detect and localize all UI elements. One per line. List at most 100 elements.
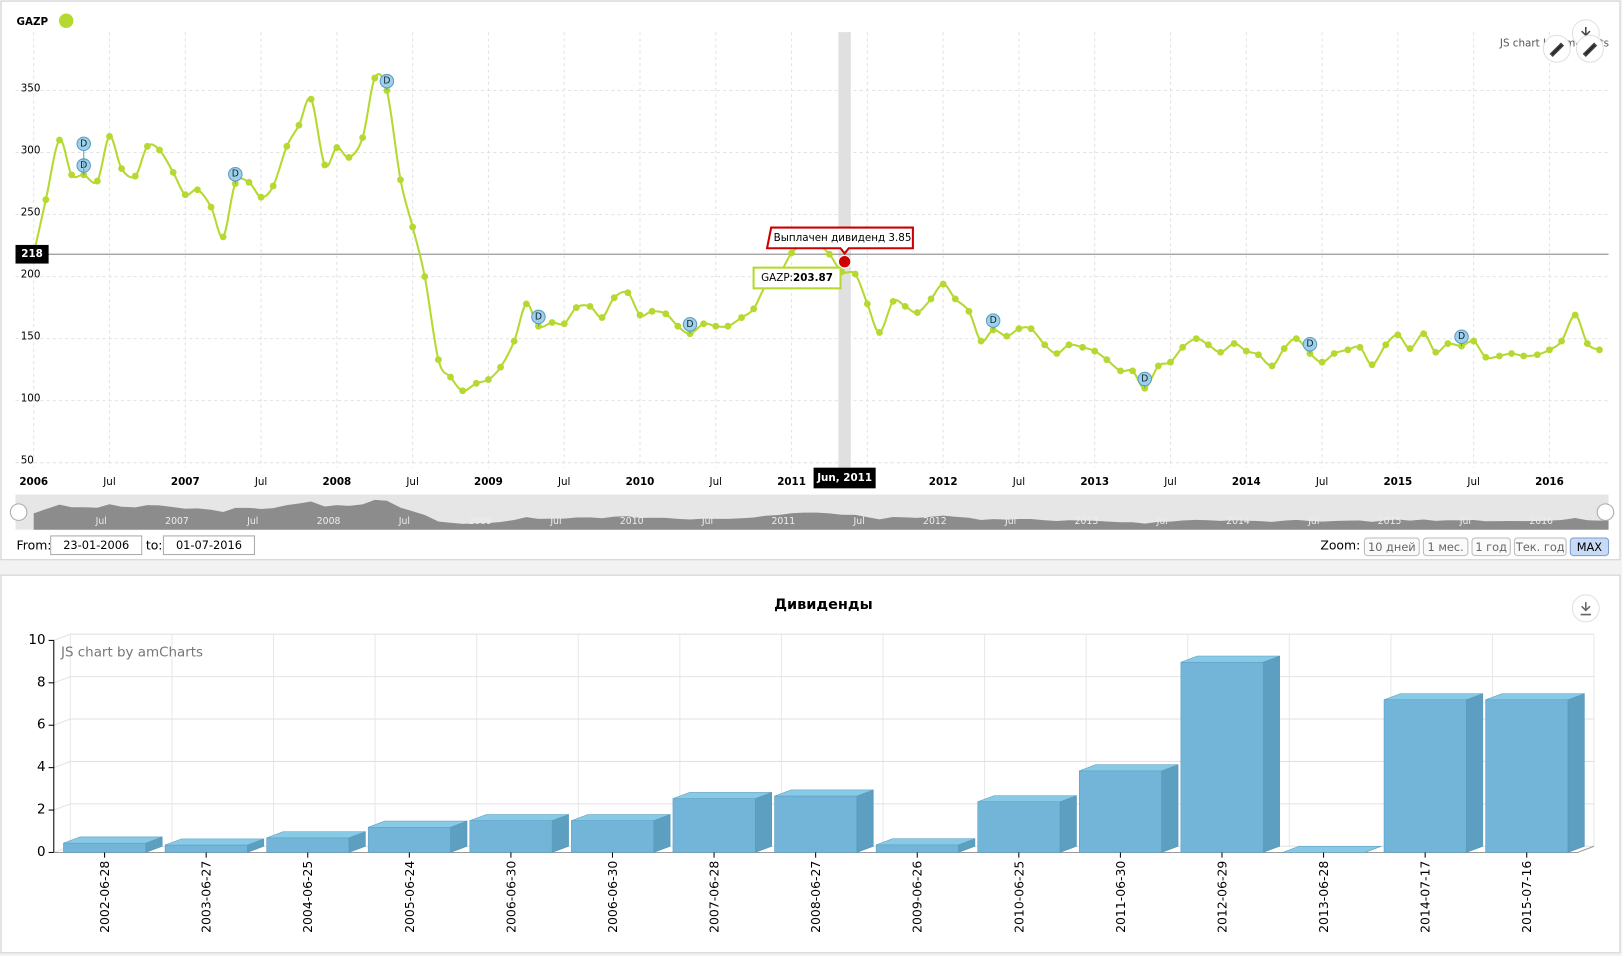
bar-top	[1485, 693, 1585, 701]
grid-line	[53, 718, 1595, 726]
navigator-label: Jul	[1459, 516, 1471, 527]
price-point	[1508, 350, 1515, 357]
navigator-handle[interactable]	[9, 503, 28, 521]
price-point	[397, 176, 404, 184]
price-point	[1015, 325, 1023, 333]
navigator-label: Jul	[1004, 516, 1016, 527]
event-label: D	[535, 311, 542, 322]
price-point	[1065, 341, 1073, 349]
price-point	[560, 320, 568, 328]
price-point	[1255, 351, 1262, 359]
price-point	[321, 161, 329, 169]
price-point	[636, 311, 644, 319]
bar	[875, 844, 959, 853]
event-marker[interactable]	[1302, 336, 1318, 352]
guide-label: 218	[21, 248, 43, 260]
price-point	[1292, 335, 1300, 343]
price-point	[434, 356, 442, 364]
navigator-label: Jul	[1307, 516, 1319, 527]
x-tick-label: Jul	[557, 476, 570, 488]
price-point	[485, 376, 492, 383]
price-point	[610, 294, 618, 302]
price-point	[295, 121, 303, 129]
x-tick-label: 2007-06-28	[707, 861, 722, 933]
price-point	[207, 203, 215, 211]
y-tick-label: 2	[37, 803, 46, 818]
navigator-label: 2013	[1075, 516, 1099, 527]
zoom-button[interactable]	[1471, 537, 1511, 557]
bar-side	[551, 814, 569, 853]
event-marker[interactable]	[1454, 329, 1469, 344]
x-tick-label: Jul	[1012, 476, 1025, 488]
cursor-label: Jun, 2011	[816, 472, 872, 484]
event-marker[interactable]	[682, 317, 698, 332]
zoom-button[interactable]	[1422, 537, 1469, 557]
price-point	[1167, 358, 1174, 366]
price-point	[510, 337, 518, 345]
event-marker[interactable]	[531, 309, 546, 325]
x-tick-label: 2011	[777, 476, 806, 488]
price-point	[106, 132, 113, 140]
price-point	[648, 307, 656, 315]
from-input[interactable]	[50, 535, 143, 556]
cursor-label-box	[813, 467, 876, 489]
chart-title: Дивиденды	[774, 597, 873, 613]
price-point	[1344, 346, 1352, 354]
price-point	[1420, 330, 1428, 338]
zoom-button[interactable]	[1363, 537, 1420, 557]
zoom-button[interactable]	[1569, 537, 1610, 557]
price-point	[1558, 337, 1565, 345]
price-point	[1470, 337, 1478, 345]
bar	[1485, 699, 1569, 853]
price-point	[522, 300, 530, 308]
bar-top	[1180, 655, 1280, 663]
price-point	[662, 310, 670, 318]
event-label: D	[80, 138, 87, 149]
event-marker[interactable]	[985, 313, 1001, 328]
bar	[164, 844, 248, 853]
value-balloon	[752, 266, 842, 290]
bar-top	[266, 831, 366, 839]
price-point	[724, 322, 732, 330]
y-tick-label: 10	[28, 633, 45, 648]
x-tick-label: Jul	[405, 476, 418, 488]
price-point	[712, 322, 720, 330]
x-tick-label: 2014-07-17	[1418, 861, 1433, 933]
price-point	[118, 165, 126, 173]
zoom-button-label: 1 год	[1475, 540, 1507, 554]
event-marker[interactable]	[1137, 371, 1152, 387]
price-point	[1053, 350, 1061, 357]
event-marker[interactable]	[76, 136, 91, 152]
x-tick-label: 2009-06-26	[910, 861, 925, 933]
y-tick-label: 100	[21, 393, 41, 405]
zoom-button[interactable]	[1513, 537, 1567, 557]
to-input[interactable]	[162, 535, 255, 556]
event-marker[interactable]	[228, 166, 243, 182]
price-point	[156, 146, 163, 154]
bar-top	[1383, 693, 1483, 701]
navigator-label: Jul	[246, 516, 258, 527]
event-marker[interactable]	[379, 73, 395, 89]
price-point	[269, 182, 277, 190]
price-point	[535, 322, 542, 330]
price-point	[1129, 367, 1137, 375]
navigator-handle[interactable]	[1596, 503, 1615, 521]
price-point	[1091, 347, 1099, 355]
x-tick-label: 2015-07-16	[1519, 861, 1534, 933]
x-tick-label: Jul	[254, 476, 267, 488]
y-tick-label: 4	[37, 760, 46, 775]
x-tick-label: 2012	[929, 476, 958, 488]
navigator-label: 2008	[317, 516, 341, 527]
price-point	[1318, 358, 1326, 366]
bar-top	[774, 789, 874, 797]
bar	[63, 842, 146, 853]
navigator-label: Jul	[852, 516, 864, 527]
zoom-button-label: 10 дней	[1368, 540, 1416, 554]
y-tick-label: 250	[21, 206, 41, 218]
bar	[1079, 770, 1162, 853]
x-tick-label: Jul	[709, 476, 722, 488]
price-point	[598, 314, 606, 321]
to-label: to:	[146, 538, 163, 553]
x-tick-label: 2006-06-30	[605, 861, 620, 933]
y-tick-label: 300	[21, 144, 41, 156]
